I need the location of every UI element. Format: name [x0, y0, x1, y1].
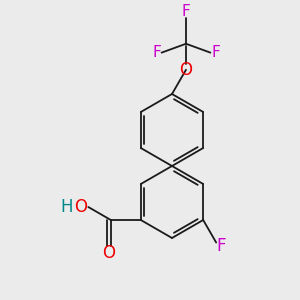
Text: O: O — [179, 61, 193, 79]
Text: O: O — [74, 198, 87, 216]
Text: H: H — [60, 198, 73, 216]
Text: O: O — [102, 244, 115, 262]
Text: F: F — [182, 4, 190, 19]
Text: F: F — [211, 45, 220, 60]
Text: F: F — [152, 45, 161, 60]
Text: F: F — [216, 236, 226, 254]
